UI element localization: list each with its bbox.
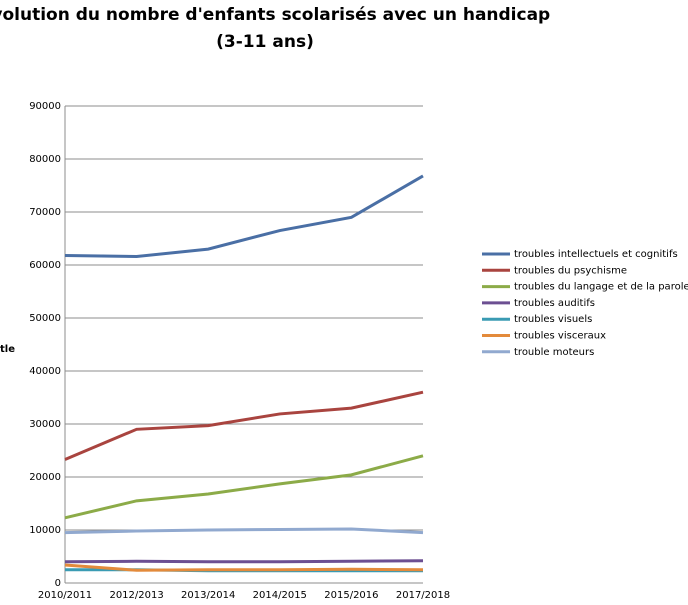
legend-label: trouble moteurs (514, 347, 594, 358)
y-tick-label: 30000 (29, 419, 61, 430)
y-axis-label: tle (0, 344, 15, 355)
legend-label: troubles visceraux (514, 331, 606, 342)
legend-label: troubles intellectuels et cognitifs (514, 249, 678, 260)
y-tick-label: 10000 (29, 525, 61, 536)
legend-label: troubles visuels (514, 314, 592, 325)
y-tick-label: 20000 (29, 472, 61, 483)
legend-label: troubles auditifs (514, 298, 595, 309)
series-line (64, 454, 424, 520)
y-tick-label: 50000 (29, 313, 61, 324)
y-tick-label: 40000 (29, 366, 61, 377)
y-tick-label: 70000 (29, 207, 61, 218)
chart-title: Evolution du nombre d'enfants scolarisés… (0, 5, 550, 25)
series-line (64, 174, 424, 259)
y-tick-label: 60000 (29, 260, 61, 271)
series-line (64, 559, 424, 564)
series-line (64, 527, 424, 535)
x-tick-label: 2013/2014 (181, 590, 235, 601)
legend-label: troubles du langage et de la parole (514, 282, 688, 293)
x-tick-label: 2012/2013 (109, 590, 163, 601)
x-tick-label: 2014/2015 (253, 590, 307, 601)
x-tick-label: 2015/2016 (324, 590, 378, 601)
y-tick-label: 90000 (29, 101, 61, 112)
chart-subtitle: (3-11 ans) (216, 32, 314, 52)
legend-label: troubles du psychisme (514, 265, 627, 276)
series-line (64, 563, 424, 572)
y-tick-label: 80000 (29, 154, 61, 165)
y-tick-label: 0 (55, 578, 61, 589)
x-tick-label: 2010/2011 (38, 590, 92, 601)
series-line (64, 390, 424, 461)
x-tick-label: 2017/2018 (396, 590, 450, 601)
